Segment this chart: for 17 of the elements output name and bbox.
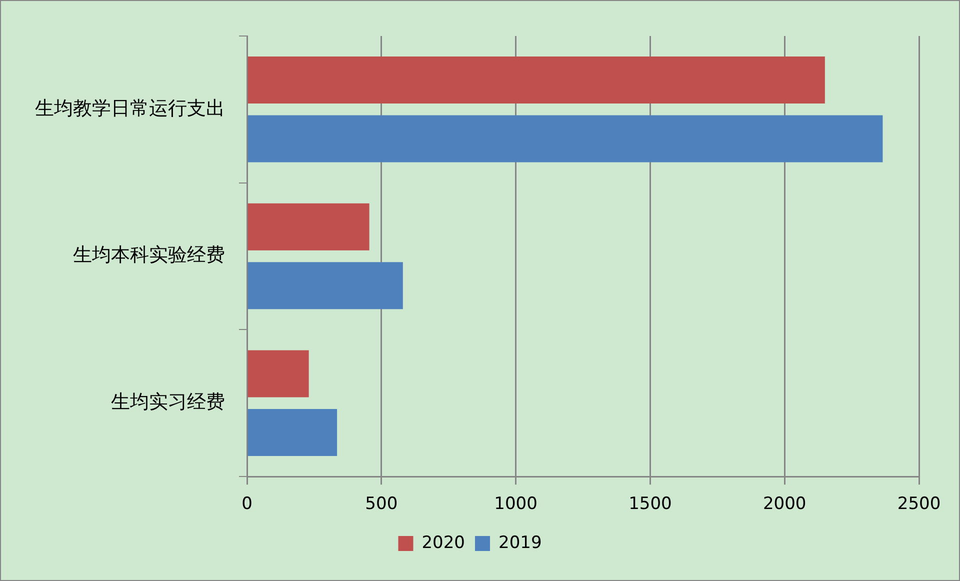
x-tick-label: 1500 — [628, 494, 672, 514]
x-tick-label: 2500 — [897, 494, 941, 514]
x-tick-label: 2000 — [762, 494, 806, 514]
legend-label: 2020 — [422, 532, 465, 553]
legend-label: 2019 — [498, 532, 542, 553]
bar — [248, 350, 309, 398]
bar — [248, 203, 370, 250]
y-tick-label: 生均本科实验经费 — [73, 244, 225, 266]
bar — [248, 115, 883, 162]
bar — [248, 56, 825, 104]
bar — [248, 409, 338, 456]
x-tick-label: 1000 — [494, 494, 538, 514]
x-tick-label: 500 — [365, 494, 398, 514]
bar — [248, 262, 403, 310]
y-tick-label: 生均教学日常运行支出 — [35, 97, 225, 120]
y-tick-label: 生均实习经费 — [111, 391, 225, 414]
x-tick-label: 0 — [242, 494, 252, 514]
